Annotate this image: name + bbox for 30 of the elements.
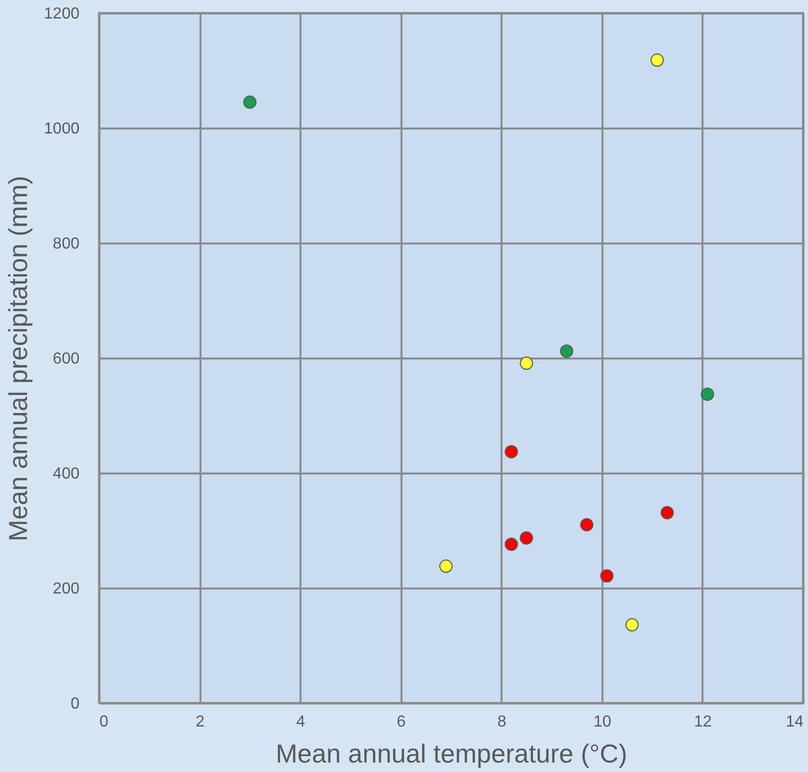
x-tick-label: 10 [593, 714, 612, 730]
point [580, 518, 594, 532]
x-tick-label: 0 [100, 714, 108, 730]
point [600, 569, 614, 583]
y-tick-label: 1200 [44, 6, 80, 22]
point [700, 388, 714, 401]
point [520, 531, 534, 545]
y-tick-label: 0 [70, 696, 80, 712]
point [560, 344, 574, 358]
point [504, 538, 518, 551]
x-axis-title: Mean annual temperature (°C) [276, 738, 628, 768]
point [439, 560, 453, 573]
point [660, 506, 674, 520]
y-tick-label: 800 [52, 236, 80, 252]
x-tick-label: 12 [694, 714, 712, 730]
y-axis-title: Mean annual precipitation (mm) [2, 176, 33, 542]
x-tick-label: 2 [196, 714, 205, 730]
point [625, 618, 639, 632]
x-tick-label: 14 [786, 714, 804, 730]
y-tick-label: 200 [52, 580, 80, 598]
x-tick-label: 4 [296, 714, 306, 730]
y-tick-label: 600 [52, 350, 80, 368]
x-tick-label: 8 [497, 714, 506, 730]
y-tick-label: 400 [52, 466, 80, 482]
y-tick-label: 1000 [44, 120, 80, 138]
point [243, 96, 256, 109]
x-tick-label: 6 [396, 714, 406, 730]
point [650, 54, 664, 67]
point [504, 445, 518, 458]
point [520, 356, 534, 370]
